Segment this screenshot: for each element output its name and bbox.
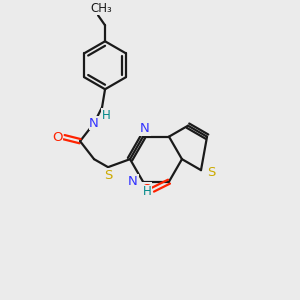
Text: H: H [102,109,110,122]
Text: S: S [104,169,112,182]
Text: H: H [142,185,152,198]
Text: N: N [89,117,99,130]
Text: S: S [207,166,215,178]
Text: O: O [141,183,151,196]
Text: CH₃: CH₃ [90,2,112,15]
Text: O: O [52,131,62,144]
Text: N: N [140,122,150,135]
Text: N: N [128,175,138,188]
